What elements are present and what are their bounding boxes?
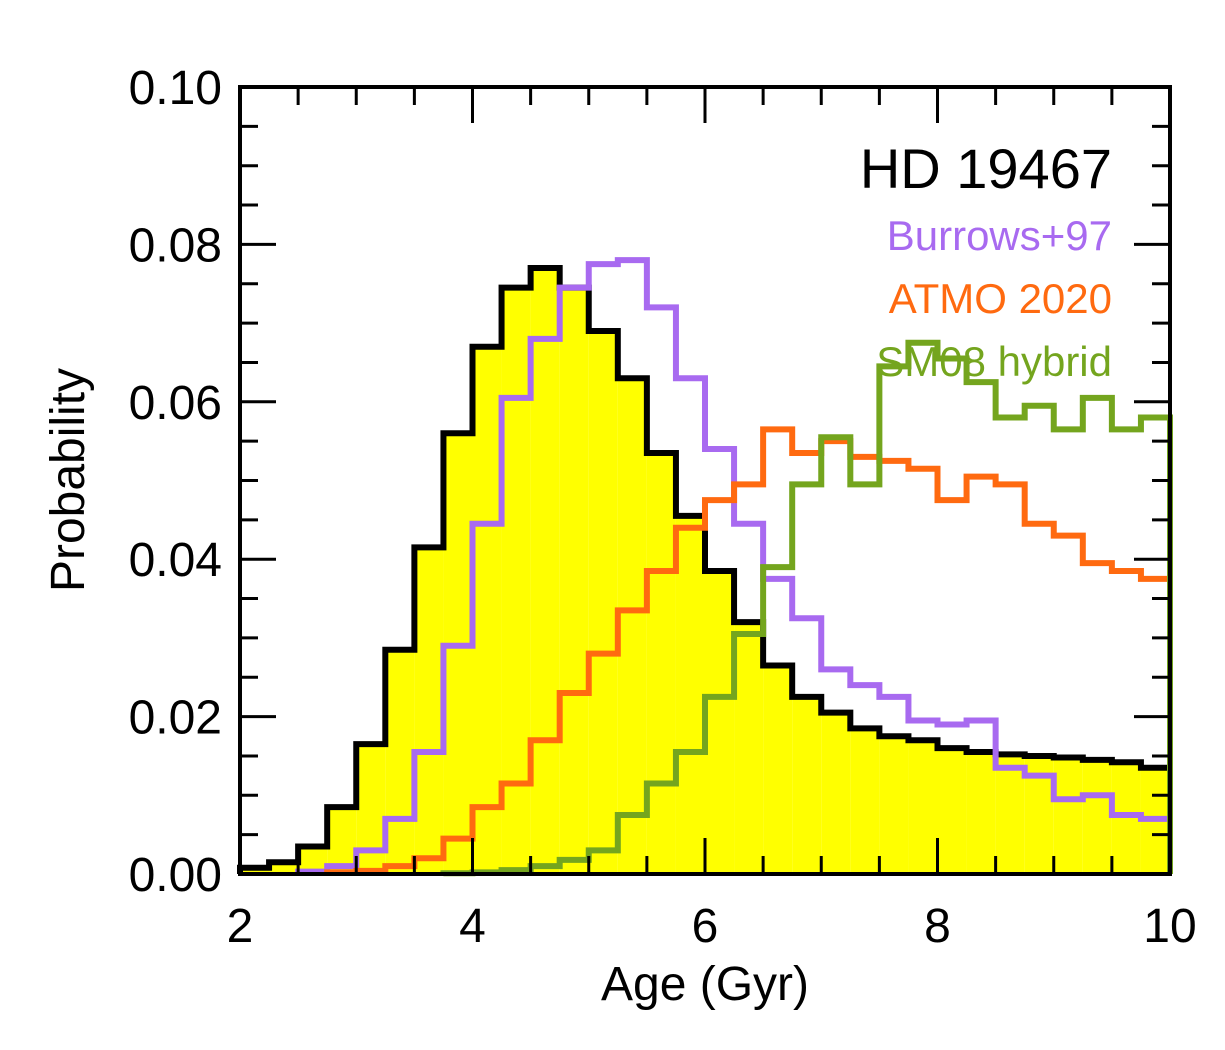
hd-19467-observed-bar-30 [1111, 762, 1141, 874]
hd-19467-observed-step-line [237, 265, 1173, 874]
hd-19467-observed-bar-6 [414, 547, 444, 874]
legend-entry-burrows97: Burrows+97 [887, 212, 1112, 259]
y-tick-label-5: 0.10 [129, 62, 222, 115]
hd-19467-observed-bar-1 [269, 862, 299, 874]
y-axis-label: Probability [42, 368, 95, 592]
hd-19467-observed-bar-28 [1053, 757, 1083, 874]
hd-19467-observed-bar-25 [966, 752, 996, 874]
y-tick-label-3: 0.06 [129, 377, 222, 430]
hd-19467-observed-bar-5 [385, 649, 415, 874]
plot-title: HD 19467 [860, 137, 1112, 200]
hd-19467-observed-bar-20 [821, 712, 851, 874]
x-tick-label-3: 8 [924, 900, 951, 953]
hd-19467-observed-bar-18 [763, 665, 793, 874]
hd-19467-observed-bar-15 [675, 515, 705, 874]
y-tick-label-4: 0.08 [129, 219, 222, 272]
hd-19467-observed-bar-3 [327, 807, 357, 874]
series-layer [237, 257, 1173, 877]
hd-19467-observed-bar-16 [705, 571, 735, 874]
hd-19467-observed-bar-29 [1082, 759, 1112, 874]
y-tick-label-0: 0.00 [129, 849, 222, 902]
labels-layer: 2 4 6 8 10 0.00 0.02 0.04 0.06 0.08 0.10 [129, 62, 1197, 953]
sm08-hybrid-step-line [440, 339, 1173, 877]
y-tick-label-1: 0.02 [129, 692, 222, 745]
hd-19467-observed-bar-19 [792, 696, 822, 874]
hd-19467-observed-bar-12 [588, 330, 618, 875]
x-tick-label-4: 10 [1143, 900, 1196, 953]
x-tick-label-0: 2 [227, 900, 254, 953]
hd-19467-observed-bar-13 [617, 378, 647, 874]
hd-19467-observed-bar-9 [501, 287, 531, 874]
hd-19467-observed-bar-4 [356, 744, 386, 874]
legend-entry-atmo2020: ATMO 2020 [889, 275, 1112, 322]
hd-19467-observed-bar-23 [908, 740, 938, 874]
atmo-2020-step-line [324, 426, 1173, 876]
hd-19467-observed-bar-0 [240, 867, 270, 874]
hd-19467-observed-bar-11 [559, 287, 589, 874]
hd-19467-observed-bar-10 [530, 268, 560, 874]
hd-19467-observed-bar-7 [443, 433, 473, 874]
y-tick-label-2: 0.04 [129, 534, 222, 587]
x-tick-label-1: 4 [459, 900, 486, 953]
x-tick-label-2: 6 [692, 900, 719, 953]
hd-19467-observed-bar-17 [734, 622, 764, 874]
ticks-layer [238, 85, 1172, 876]
hd-19467-observed-bar-8 [472, 346, 502, 875]
hd-19467-observed-bar-26 [995, 754, 1025, 874]
hd-19467-observed-bar-21 [850, 728, 880, 874]
hd-19467-observed-bar-24 [937, 748, 967, 874]
x-axis-label: Age (Gyr) [601, 958, 809, 1011]
hd-19467-observed-bar-14 [646, 452, 676, 874]
legend-entry-sm08-hybrid: SM08 hybrid [876, 338, 1112, 385]
hd-19467-observed-bar-22 [879, 736, 909, 874]
plot-frame [238, 85, 1172, 876]
